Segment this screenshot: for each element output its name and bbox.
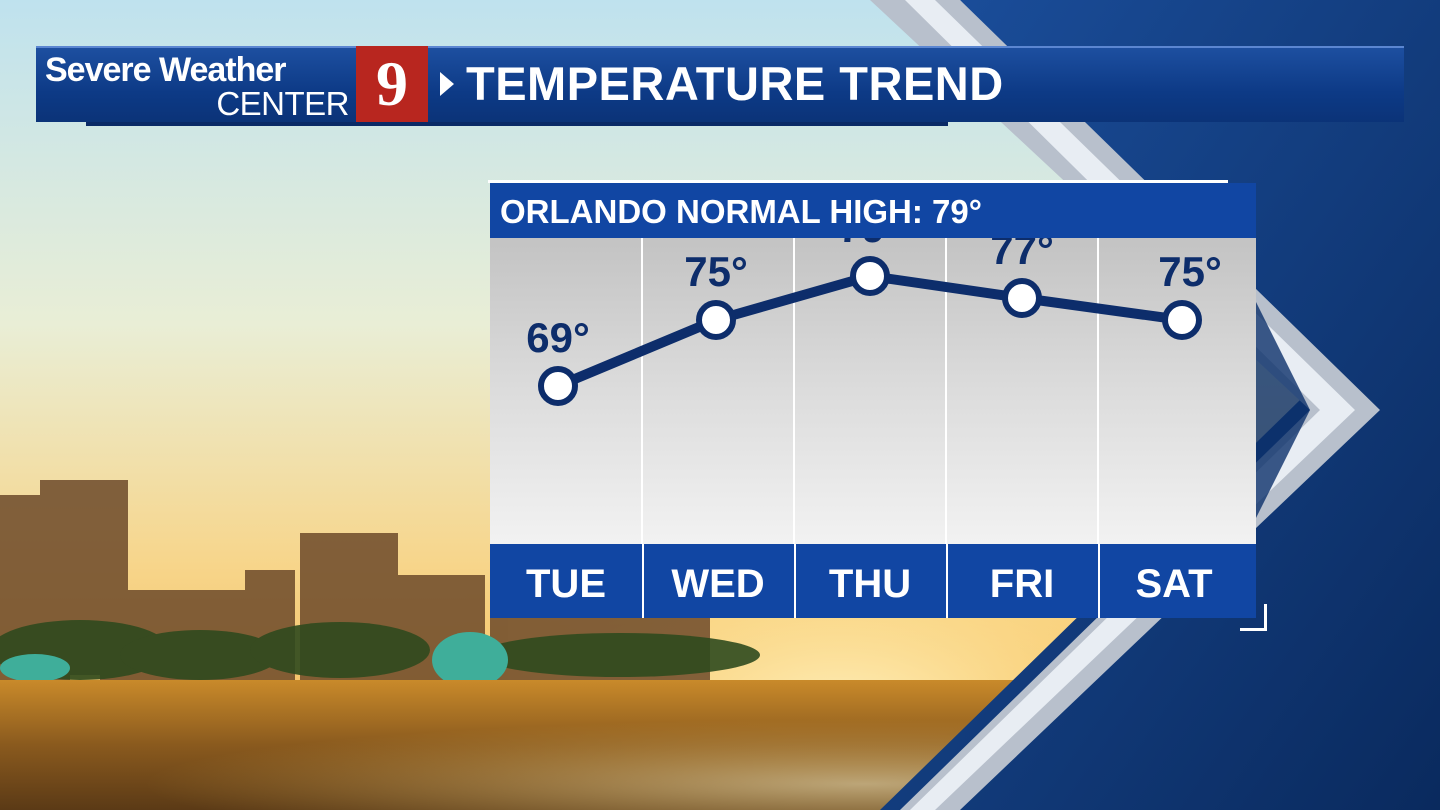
logo-line1: Severe Weather: [45, 51, 287, 89]
plot-area: 69° 75° 79° 77° 75°: [490, 204, 1256, 544]
day-axis-divider: [1098, 544, 1100, 618]
data-point-sat: [1162, 300, 1202, 340]
tick-label-thu: THU: [828, 562, 912, 606]
chevron-stripe: [870, 0, 1380, 810]
header-bar: Severe Weather CENTER 9 TEMPERATURE TREN…: [36, 46, 1404, 126]
data-point-wed: [696, 300, 736, 340]
data-point-fri: [1002, 278, 1042, 318]
station-logo: Severe Weather CENTER: [39, 49, 355, 122]
tick-label-wed: WED: [671, 562, 765, 606]
day-axis-divider: [946, 544, 948, 618]
logo-line2: CENTER: [216, 85, 349, 122]
chevron-right-icon: [440, 72, 454, 96]
navy-panel: [880, 0, 1440, 810]
data-point-tue: [538, 366, 578, 406]
chart-title: ORLANDO NORMAL HIGH: 79°: [500, 193, 982, 230]
tick-label-sat: SAT: [1135, 562, 1213, 606]
data-label-fri: 77°: [990, 238, 1054, 273]
data-label-wed: 75°: [684, 248, 748, 295]
chart-title-bar: ORLANDO NORMAL HIGH: 79°: [490, 183, 1256, 238]
day-axis: TUE WED THU FRI SAT: [490, 544, 1256, 618]
bandshell: [432, 632, 508, 688]
data-label-thu: 79°: [838, 238, 902, 251]
day-axis-divider: [642, 544, 644, 618]
header-background: [36, 46, 1404, 122]
data-label-tue: 69°: [526, 314, 590, 361]
data-point-thu: [850, 256, 890, 296]
corner-bracket: [1240, 604, 1267, 631]
page-title: TEMPERATURE TREND: [466, 57, 1004, 110]
temperature-line-chart: 69° 75° 79° 77° 75°: [526, 204, 1222, 544]
header-underline: [86, 122, 948, 126]
data-label-sat: 75°: [1158, 248, 1222, 295]
tick-label-tue: TUE: [526, 562, 606, 606]
panel-frame: [488, 180, 1228, 183]
day-axis-divider: [794, 544, 796, 618]
tick-label-fri: FRI: [989, 562, 1055, 606]
channel-number-badge: 9: [356, 46, 428, 122]
temperature-chart-panel: ORLANDO NORMAL HIGH: 79° 69° 75° 79° 77° 75°…: [488, 180, 1256, 618]
channel-number: 9: [376, 48, 408, 119]
